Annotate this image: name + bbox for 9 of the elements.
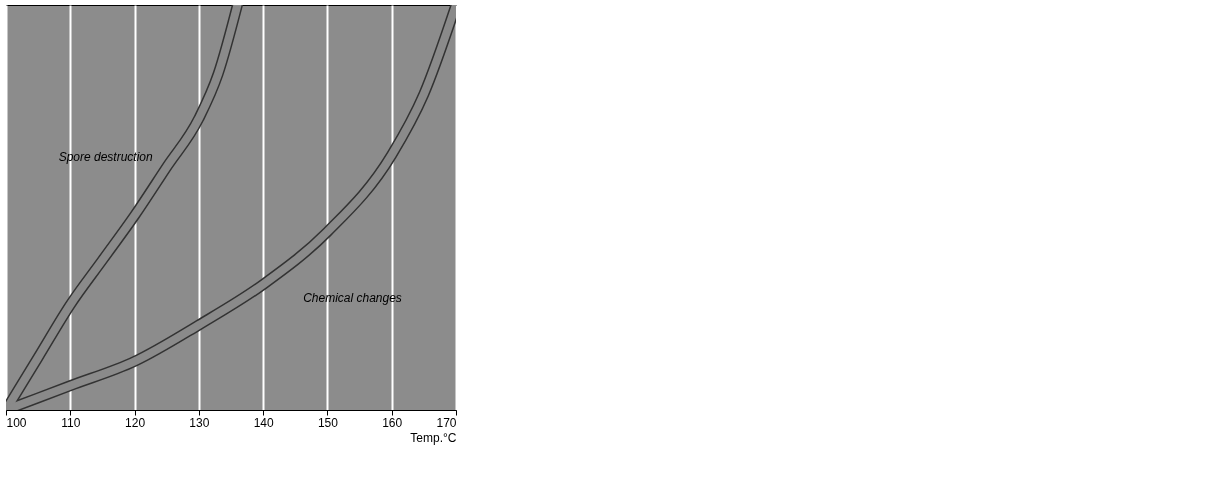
x-tick-label: 100 (6, 415, 27, 430)
x-tick-label: 120 (125, 415, 146, 430)
x-tick-label: 140 (253, 415, 274, 430)
x-tick-label: 130 (189, 415, 210, 430)
x-axis-title: Temp.°C (410, 430, 457, 445)
x-tick-label: 150 (317, 415, 339, 430)
x-tick-label: 110 (61, 415, 81, 430)
x-tick-label: 170 (436, 415, 457, 430)
x-tick-label: 160 (382, 415, 403, 430)
